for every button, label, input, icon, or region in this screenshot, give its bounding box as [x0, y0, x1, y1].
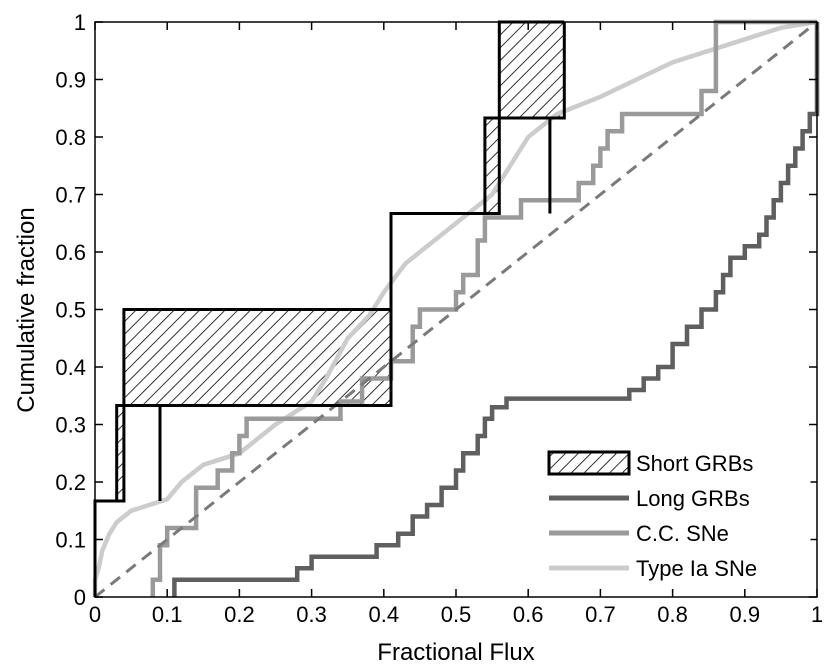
x-axis-label: Fractional Flux — [377, 639, 534, 666]
x-tick-label: 1 — [811, 602, 823, 627]
y-tick-label: 0.4 — [55, 355, 86, 380]
series-line-type-ia-sne — [92, 19, 818, 597]
x-tick-label: 0.1 — [152, 602, 183, 627]
x-tick-label: 0.5 — [441, 602, 472, 627]
y-tick-label: 0.3 — [55, 413, 86, 438]
x-tick-label: 0.2 — [224, 602, 255, 627]
legend-label-short-grbs: Short GRBs — [636, 451, 753, 476]
y-tick-label: 1 — [74, 10, 86, 35]
legend: Short GRBs Long GRBs C.C. SNe Type Ia SN… — [539, 439, 811, 587]
short-grbs-upper-line — [93, 20, 565, 597]
legend-swatch-short-grbs — [547, 450, 631, 476]
plot-area — [92, 19, 820, 599]
x-tick-label: 0.6 — [513, 602, 544, 627]
y-tick-label: 0.9 — [55, 68, 86, 93]
y-tick-label: 0.8 — [55, 125, 86, 150]
y-tick-label: 0 — [74, 585, 86, 610]
series-line-long-grbs — [172, 22, 820, 597]
short-grbs-lower-line — [93, 22, 566, 597]
legend-label-long-grbs: Long GRBs — [636, 486, 750, 511]
axis-ticks: 0 0.1 0.2 0.3 0.4 0.5 0.6 0.7 0.8 0.9 1 0 0.1 0.2 0.3 0… — [55, 10, 823, 627]
y-axis-label: Cumulative fraction — [13, 207, 40, 412]
y-tick-label: 0.6 — [55, 240, 86, 265]
y-tick-label: 0.1 — [55, 528, 86, 553]
x-tick-label: 0.8 — [657, 602, 688, 627]
x-tick-label: 0 — [89, 602, 101, 627]
series-line-c-c-sne — [150, 19, 817, 597]
y-tick-label: 0.2 — [55, 470, 86, 495]
x-tick-label: 0.7 — [585, 602, 616, 627]
y-tick-label: 0.7 — [55, 183, 86, 208]
legend-label-cc-sne: C.C. SNe — [636, 521, 729, 546]
reference-diagonal-line — [94, 20, 818, 599]
x-tick-label: 0.9 — [730, 602, 761, 627]
legend-label-type-ia-sne: Type Ia SNe — [636, 556, 757, 581]
x-tick-label: 0.4 — [369, 602, 400, 627]
y-tick-label: 0.5 — [55, 298, 86, 323]
x-tick-label: 0.3 — [296, 602, 327, 627]
